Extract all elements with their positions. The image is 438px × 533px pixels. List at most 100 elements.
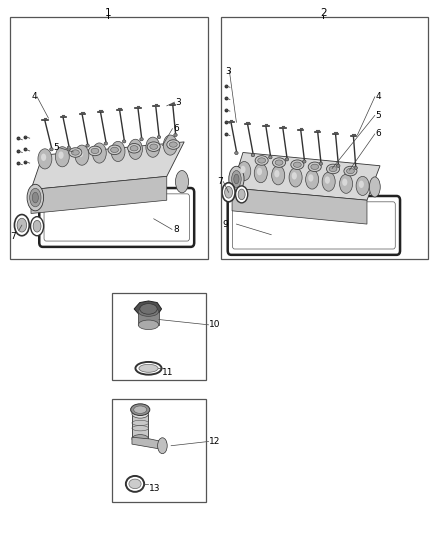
Ellipse shape [174,133,177,136]
Ellipse shape [131,144,137,151]
FancyBboxPatch shape [228,196,400,255]
Ellipse shape [134,406,147,414]
Ellipse shape [336,164,340,167]
Ellipse shape [122,140,126,143]
Ellipse shape [17,218,27,232]
Text: 9: 9 [223,220,228,229]
Ellipse shape [132,434,148,443]
Ellipse shape [140,138,143,141]
Bar [10,17,208,259]
Ellipse shape [235,151,238,155]
Bar [113,293,206,381]
Ellipse shape [258,158,265,163]
Ellipse shape [292,172,297,180]
Ellipse shape [254,164,267,183]
Ellipse shape [232,171,241,188]
Ellipse shape [30,188,41,207]
Polygon shape [132,437,167,449]
Ellipse shape [135,362,162,375]
Ellipse shape [146,137,160,157]
Polygon shape [31,142,184,190]
Text: 4: 4 [32,92,38,101]
Ellipse shape [92,143,106,163]
Ellipse shape [147,142,160,151]
Text: 6: 6 [173,124,179,133]
Ellipse shape [306,170,319,189]
Text: 3: 3 [176,98,181,107]
Text: 2: 2 [320,8,327,18]
Ellipse shape [140,304,157,314]
Ellipse shape [238,189,245,200]
Text: 10: 10 [209,320,221,329]
Polygon shape [232,152,380,200]
Ellipse shape [32,192,39,203]
Ellipse shape [111,147,118,152]
Ellipse shape [222,183,235,202]
Ellipse shape [257,168,262,175]
Ellipse shape [49,148,53,151]
Ellipse shape [289,168,302,187]
Bar [113,399,206,503]
Ellipse shape [95,148,101,155]
Ellipse shape [329,166,337,172]
Ellipse shape [14,215,29,236]
Ellipse shape [356,176,369,196]
Polygon shape [232,188,367,224]
Ellipse shape [369,177,380,197]
Ellipse shape [325,176,330,184]
Ellipse shape [138,307,159,317]
Ellipse shape [67,146,71,149]
Ellipse shape [176,171,188,193]
Ellipse shape [229,166,244,192]
Ellipse shape [303,160,306,163]
Text: 1: 1 [105,8,111,18]
Text: 7: 7 [11,232,17,241]
Ellipse shape [111,141,125,161]
Ellipse shape [75,145,89,165]
Ellipse shape [274,170,279,177]
Ellipse shape [149,142,154,149]
Ellipse shape [41,154,46,161]
Ellipse shape [157,135,161,139]
FancyBboxPatch shape [233,202,395,249]
Text: 5: 5 [53,143,60,152]
Ellipse shape [31,216,44,236]
Ellipse shape [69,148,82,157]
Ellipse shape [138,320,159,329]
Ellipse shape [272,158,286,167]
Ellipse shape [339,174,353,193]
Ellipse shape [285,158,289,161]
Ellipse shape [291,160,304,169]
Ellipse shape [308,162,321,172]
Ellipse shape [104,142,108,145]
Ellipse shape [344,166,357,176]
Ellipse shape [308,174,314,182]
Ellipse shape [86,144,89,147]
Text: 11: 11 [162,368,174,377]
Text: 3: 3 [226,67,231,76]
FancyBboxPatch shape [44,194,189,241]
Ellipse shape [139,365,158,372]
Ellipse shape [55,147,69,167]
Ellipse shape [158,438,167,454]
Polygon shape [132,414,148,439]
Ellipse shape [322,172,335,191]
Text: 8: 8 [173,225,179,234]
Ellipse shape [88,146,102,156]
Text: 6: 6 [376,130,381,139]
Ellipse shape [129,479,141,489]
Ellipse shape [268,156,272,159]
Ellipse shape [150,144,158,149]
Ellipse shape [126,476,144,492]
Ellipse shape [33,220,41,232]
Bar [221,17,428,259]
Ellipse shape [319,162,322,165]
Ellipse shape [130,146,138,151]
Ellipse shape [311,164,319,169]
Ellipse shape [127,143,141,153]
Ellipse shape [108,145,121,155]
Ellipse shape [91,148,99,154]
Ellipse shape [236,186,248,203]
Ellipse shape [342,179,347,186]
Ellipse shape [167,140,180,149]
